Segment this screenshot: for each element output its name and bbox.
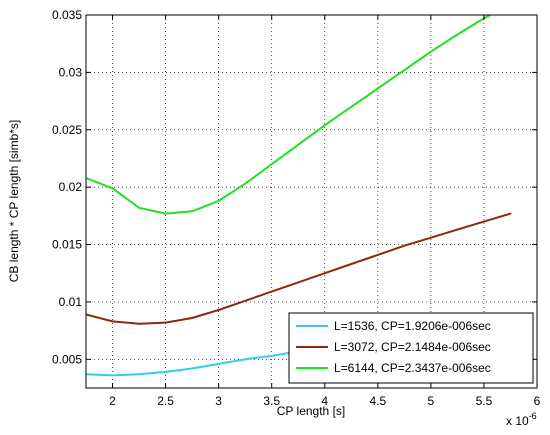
legend-label-3: L=6144, CP=2.3437e-006sec — [334, 361, 491, 375]
x-exponent-base: x 10 — [506, 414, 529, 428]
y-axis-label: CB length * CP length [simb*s] — [7, 120, 21, 283]
x-tick-label: 6 — [534, 394, 541, 408]
series-line-2 — [86, 212, 512, 325]
y-tick-label: 0.02 — [59, 180, 83, 194]
series-line-3 — [86, 15, 493, 215]
legend-box — [288, 312, 534, 384]
x-tick-label: 4.5 — [369, 394, 386, 408]
x-axis-label: CP length [s] — [277, 404, 345, 418]
x-tick-label: 2 — [109, 394, 116, 408]
x-tick-label: 5.5 — [476, 394, 493, 408]
x-tick-label: 3.5 — [263, 394, 280, 408]
x-tick-labels: 2 2.5 3 3.5 4 4.5 5 5.5 6 — [109, 394, 540, 408]
y-tick-label: 0.025 — [52, 123, 82, 137]
legend-label-2: L=3072, CP=2.1484e-006sec — [334, 340, 491, 354]
y-tick-label: 0.01 — [59, 295, 83, 309]
legend-label-1: L=1536, CP=1.9206e-006sec — [334, 319, 491, 333]
x-exponent-label: x 10-6 — [506, 411, 537, 428]
y-tick-label: 0.015 — [52, 238, 82, 252]
x-tick-label: 2.5 — [157, 394, 174, 408]
plot-frame — [85, 14, 538, 389]
x-exponent-power: -6 — [529, 411, 537, 421]
x-tick-label: 3 — [215, 394, 222, 408]
y-tick-labels: 0.005 0.01 0.015 0.02 0.025 0.03 0.035 — [52, 8, 82, 366]
y-tick-label: 0.03 — [59, 65, 83, 79]
axis-ticks — [86, 14, 538, 388]
y-tick-label: 0.035 — [52, 8, 82, 22]
x-tick-label: 4 — [321, 394, 328, 408]
y-tick-label: 0.005 — [52, 352, 82, 366]
x-tick-label: 5 — [428, 394, 435, 408]
legend: L=1536, CP=1.9206e-006sec L=3072, CP=2.14… — [288, 312, 534, 384]
